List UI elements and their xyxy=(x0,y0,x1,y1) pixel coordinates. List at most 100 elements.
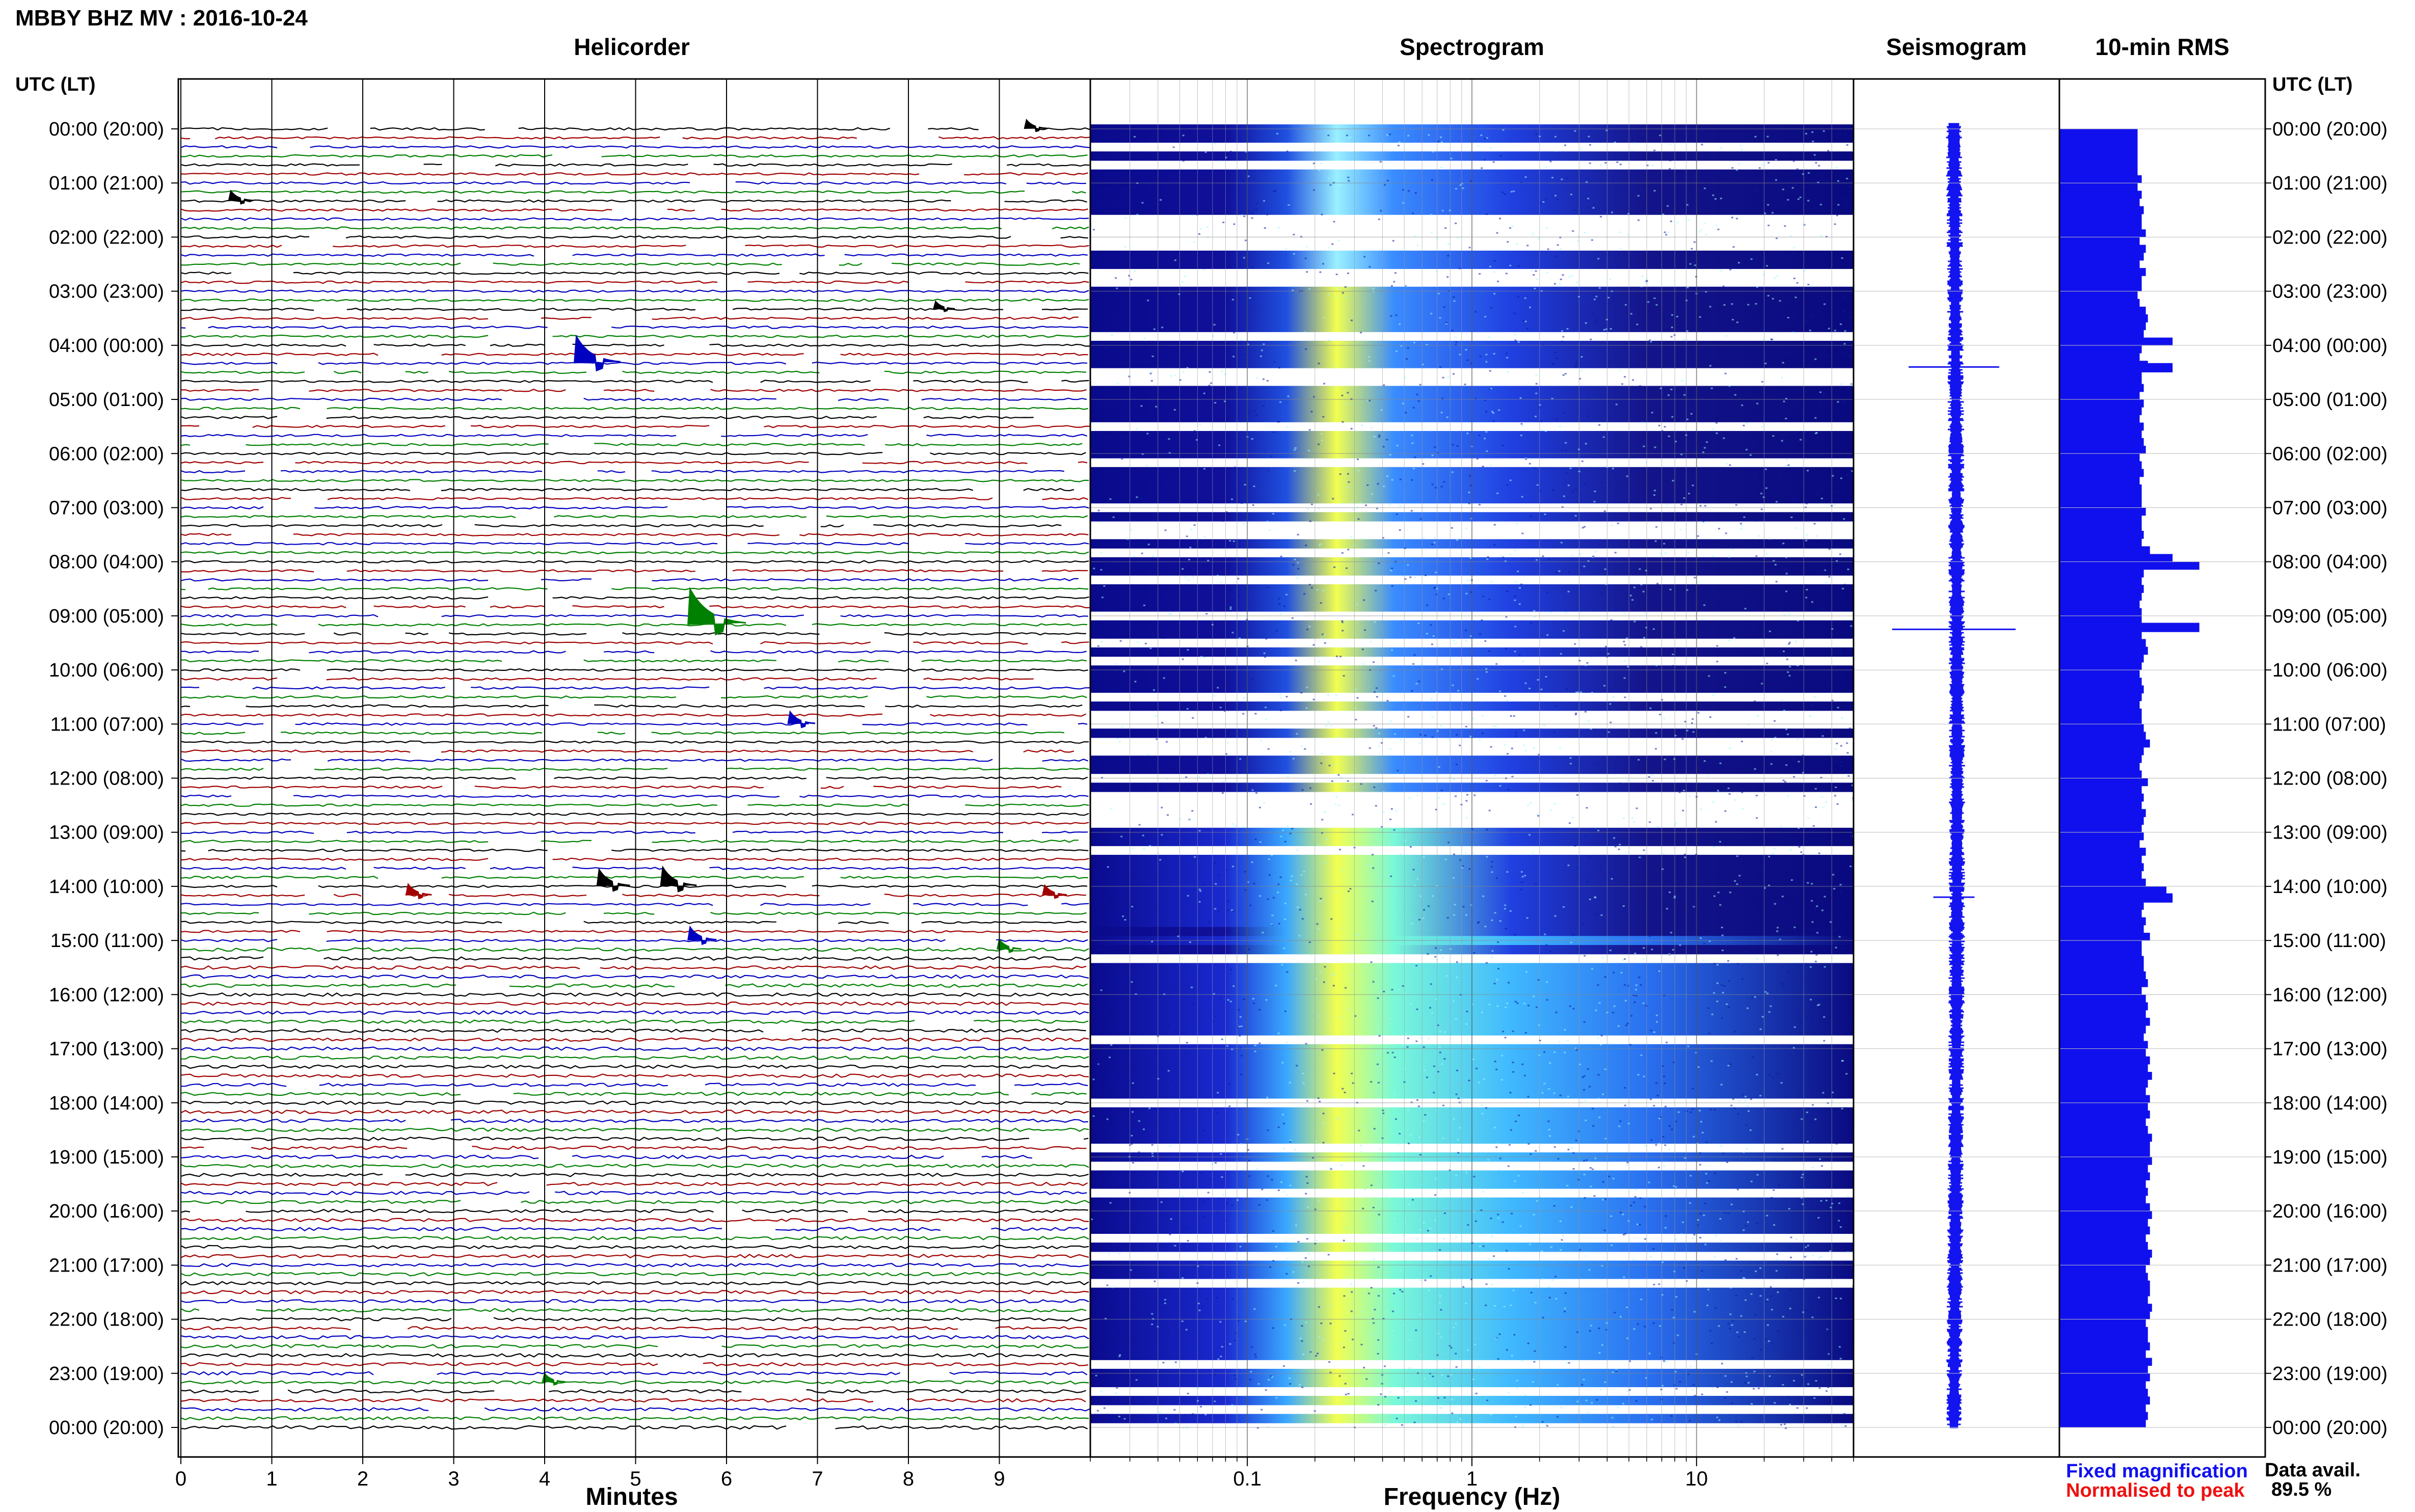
spectrogram-speckle xyxy=(1735,1294,1737,1297)
spectrogram-speckle xyxy=(1832,475,1834,477)
spectrogram-speckle xyxy=(1375,589,1377,591)
spectrogram-speckle xyxy=(1327,1254,1330,1256)
spectrogram-speckle xyxy=(1675,1186,1677,1188)
spectrogram-speckle xyxy=(1839,1358,1842,1360)
spectrogram-speckle xyxy=(1491,950,1494,952)
spectrogram-speckle xyxy=(1617,303,1620,305)
spectrogram-speckle xyxy=(1690,413,1693,415)
spectrogram-speckle xyxy=(1766,1299,1769,1301)
spectrogram-speckle xyxy=(1532,1381,1534,1383)
spectrogram-speckle xyxy=(1515,1416,1517,1418)
spectrogram-speckle xyxy=(1675,822,1677,824)
spectrogram-speckle xyxy=(1814,358,1817,360)
spectrogram-speckle xyxy=(1331,386,1334,388)
spectrogram-speckle xyxy=(1135,1379,1138,1381)
spectrogram-speckle xyxy=(1813,1397,1816,1399)
helicorder-event xyxy=(687,925,717,946)
spectrogram-speckle xyxy=(1612,468,1614,470)
spectrogram-speckle xyxy=(1314,978,1317,980)
spectrogram-speckle xyxy=(1683,836,1685,839)
spectrogram-speckle xyxy=(1699,176,1701,178)
spectrogram-speckle xyxy=(1846,144,1848,146)
spectrogram-speckle xyxy=(1132,1082,1134,1084)
spectrogram-speckle xyxy=(1632,1258,1635,1260)
rms-bar xyxy=(2059,546,2150,554)
helicorder-trace xyxy=(180,894,1086,897)
spectrogram-speckle xyxy=(1434,537,1436,539)
spectrogram-speckle xyxy=(1296,883,1298,885)
spectrogram-speckle xyxy=(1144,204,1146,206)
spectrogram-speckle xyxy=(1700,1121,1703,1123)
spectrogram-speckle xyxy=(1148,1108,1151,1110)
spectrogram-speckle xyxy=(1404,578,1407,580)
spectrogram-speckle xyxy=(1793,498,1796,500)
spectrogram-speckle xyxy=(1844,199,1847,201)
spectrogram-speckle xyxy=(1347,1007,1350,1009)
spectrogram-speckle xyxy=(1186,1227,1188,1229)
spectrogram-speckle xyxy=(1599,1388,1602,1390)
spectrogram-speckle xyxy=(1843,343,1846,345)
spectrogram-speckle xyxy=(1673,1342,1675,1344)
spectrogram-speckle xyxy=(1724,372,1727,374)
spectrogram-speckle xyxy=(1589,1167,1592,1169)
spectrogram-speckle xyxy=(1504,1037,1507,1039)
spectrogram-speckle xyxy=(1267,469,1270,471)
spectrogram-speckle xyxy=(1565,442,1567,444)
helicorder-trace xyxy=(180,1371,1088,1376)
spectrogram-speckle xyxy=(1510,1304,1512,1306)
spectrogram-speckle xyxy=(1389,454,1391,456)
spectrogram-speckle xyxy=(1590,1185,1592,1187)
spectrogram-speckle xyxy=(1585,1100,1587,1102)
spectrogram-speckle xyxy=(1736,321,1738,323)
spectrogram-speckle xyxy=(1222,1194,1225,1196)
minute-tick-label: 9 xyxy=(994,1468,1005,1490)
spectrogram-speckle xyxy=(1661,1294,1663,1296)
spectrogram-speckle xyxy=(1737,1424,1739,1426)
spectrogram-speckle xyxy=(1848,185,1850,187)
spectrogram-speckle xyxy=(1547,1120,1550,1122)
spectrogram-speckle xyxy=(1793,1026,1796,1028)
spectrogram-speckle xyxy=(1601,1265,1603,1267)
spectrogram-speckle xyxy=(1496,232,1498,234)
spectrogram-speckle xyxy=(1507,1165,1510,1167)
spectrogram-speckle xyxy=(1736,963,1739,965)
spectrogram-speckle xyxy=(1433,1065,1435,1067)
spectrogram-speckle xyxy=(1401,1291,1404,1293)
spectrogram-speckle xyxy=(1648,174,1650,176)
spectrogram-speckle xyxy=(1293,234,1295,236)
spectrogram-speckle xyxy=(1305,246,1308,248)
spectrogram-speckle xyxy=(1409,1339,1411,1341)
spectrogram-speckle xyxy=(1645,612,1647,614)
spectrogram-speckle xyxy=(1283,605,1285,607)
spectrogram-speckle xyxy=(1766,479,1768,481)
time-tick-label-right: 11:00 (07:00) xyxy=(2272,714,2386,735)
spectrogram-speckle xyxy=(1593,1195,1596,1197)
spectrogram-speckle xyxy=(1305,348,1307,350)
spectrogram-speckle xyxy=(1825,801,1828,803)
rms-bar xyxy=(2059,639,2146,647)
spectrogram-speckle xyxy=(1439,1249,1441,1251)
spectrogram-speckle xyxy=(1603,329,1605,331)
spectrogram-speckle xyxy=(1347,1393,1350,1395)
spectrogram-speckle xyxy=(1318,1200,1320,1202)
spectrogram-speckle xyxy=(1640,584,1643,586)
rms-bar xyxy=(2059,430,2142,439)
spectrogram-speckle xyxy=(1697,1219,1699,1221)
spectrogram-speckle xyxy=(1736,329,1739,331)
spectrogram-speckle xyxy=(1598,424,1601,426)
spectrogram-speckle xyxy=(1818,967,1820,969)
spectrogram-speckle xyxy=(1508,1268,1510,1270)
spectrogram-speckle xyxy=(1319,544,1321,546)
spectrogram-speckle xyxy=(1554,352,1557,354)
helicorder-trace xyxy=(180,515,1088,519)
spectrogram-speckle xyxy=(1306,1100,1308,1102)
rms-bar xyxy=(2059,1126,2148,1134)
spectrogram-speckle xyxy=(1450,1374,1453,1376)
spectrogram-speckle xyxy=(1179,818,1182,820)
spectrogram-speckle xyxy=(1418,919,1421,921)
spectrogram-speckle xyxy=(1672,949,1674,951)
spectrogram-speckle xyxy=(1698,324,1701,326)
spectrogram-speckle xyxy=(1627,1390,1629,1392)
spectrogram-speckle xyxy=(1689,263,1692,265)
spectrogram-speckle xyxy=(1286,825,1289,827)
